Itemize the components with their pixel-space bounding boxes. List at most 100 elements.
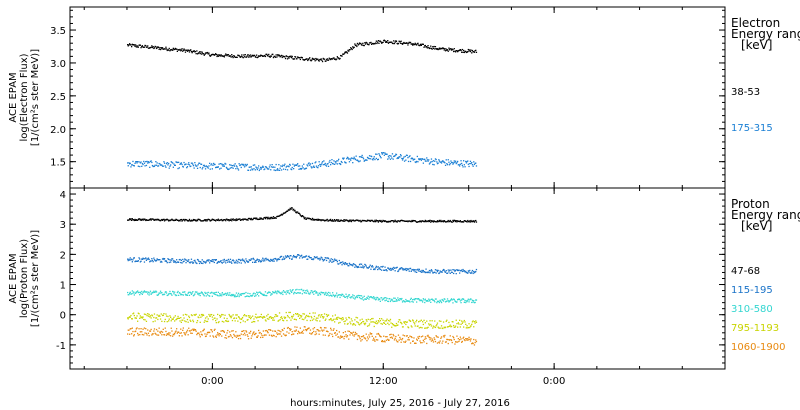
- data-point: [315, 291, 318, 293]
- data-point: [231, 315, 233, 317]
- data-point: [318, 292, 320, 294]
- data-point: [150, 317, 152, 319]
- data-point: [320, 291, 322, 293]
- data-point: [281, 291, 283, 293]
- data-point: [286, 210, 289, 212]
- data-point: [219, 219, 221, 221]
- data-point: [357, 265, 359, 268]
- data-point: [336, 329, 338, 332]
- data-point: [147, 329, 149, 331]
- data-point: [377, 40, 379, 42]
- data-point: [188, 164, 191, 166]
- data-point: [298, 289, 300, 291]
- data-point: [303, 256, 305, 258]
- data-point: [182, 50, 184, 52]
- data-point: [373, 157, 375, 160]
- data-point: [438, 272, 441, 274]
- data-point: [417, 221, 419, 223]
- data-point: [418, 158, 420, 160]
- data-point: [223, 317, 225, 319]
- data-point: [178, 331, 180, 333]
- data-point: [323, 259, 325, 261]
- data-point: [172, 49, 174, 51]
- data-point: [357, 335, 359, 337]
- data-point: [452, 302, 454, 304]
- data-point: [132, 313, 134, 315]
- data-point: [227, 336, 230, 338]
- data-point: [298, 254, 300, 256]
- data-point: [202, 220, 204, 222]
- data-point: [379, 300, 381, 302]
- data-point: [381, 340, 383, 343]
- data-point: [303, 216, 305, 218]
- data-point: [383, 335, 385, 337]
- data-point: [377, 332, 379, 335]
- data-point: [274, 56, 277, 58]
- data-point: [359, 295, 361, 297]
- data-point: [222, 219, 224, 222]
- data-point: [249, 56, 251, 58]
- data-point: [341, 55, 343, 57]
- data-point: [239, 293, 242, 295]
- data-point: [348, 317, 351, 319]
- data-point: [297, 254, 299, 256]
- data-point: [414, 271, 416, 273]
- data-point: [137, 332, 139, 335]
- data-point: [369, 220, 371, 222]
- data-point: [225, 320, 227, 322]
- data-point: [471, 323, 473, 325]
- data-point: [222, 55, 224, 57]
- data-point: [313, 293, 315, 295]
- data-point: [154, 259, 156, 262]
- data-point: [289, 255, 291, 257]
- data-point: [350, 297, 352, 299]
- data-point: [220, 293, 222, 295]
- data-point: [168, 258, 170, 261]
- data-point: [416, 339, 418, 341]
- data-point: [313, 219, 316, 221]
- data-point: [328, 334, 330, 336]
- data-point: [274, 166, 276, 168]
- data-point: [296, 288, 298, 291]
- data-point: [252, 332, 254, 334]
- data-point: [316, 166, 318, 168]
- data-point: [318, 314, 320, 316]
- data-point: [326, 58, 328, 60]
- data-point: [380, 219, 382, 222]
- data-point: [270, 169, 272, 171]
- data-point: [171, 294, 173, 296]
- data-point: [243, 314, 246, 316]
- data-point: [356, 338, 359, 341]
- data-point: [371, 43, 373, 45]
- data-point: [340, 317, 342, 320]
- data-point: [271, 164, 273, 166]
- data-point: [136, 327, 138, 329]
- data-point: [280, 292, 283, 294]
- data-point: [166, 162, 168, 164]
- data-point: [268, 168, 270, 170]
- data-point: [259, 291, 261, 293]
- data-point: [235, 259, 238, 261]
- data-point: [405, 335, 408, 337]
- data-point: [192, 291, 194, 293]
- data-point: [463, 220, 465, 222]
- data-point: [475, 219, 477, 222]
- data-point: [394, 41, 396, 43]
- data-point: [427, 271, 429, 274]
- data-point: [280, 213, 283, 215]
- data-point: [209, 54, 211, 56]
- data-point: [242, 219, 244, 221]
- data-point: [345, 317, 347, 319]
- data-point: [190, 165, 192, 167]
- data-point: [407, 44, 409, 46]
- data-point: [258, 55, 260, 57]
- data-point: [459, 165, 461, 167]
- data-point: [267, 313, 269, 316]
- data-point: [415, 321, 417, 323]
- data-point: [143, 291, 145, 293]
- data-point: [141, 162, 143, 165]
- data-point: [176, 219, 178, 221]
- data-point: [278, 55, 281, 57]
- data-point: [288, 311, 290, 314]
- data-point: [349, 158, 351, 160]
